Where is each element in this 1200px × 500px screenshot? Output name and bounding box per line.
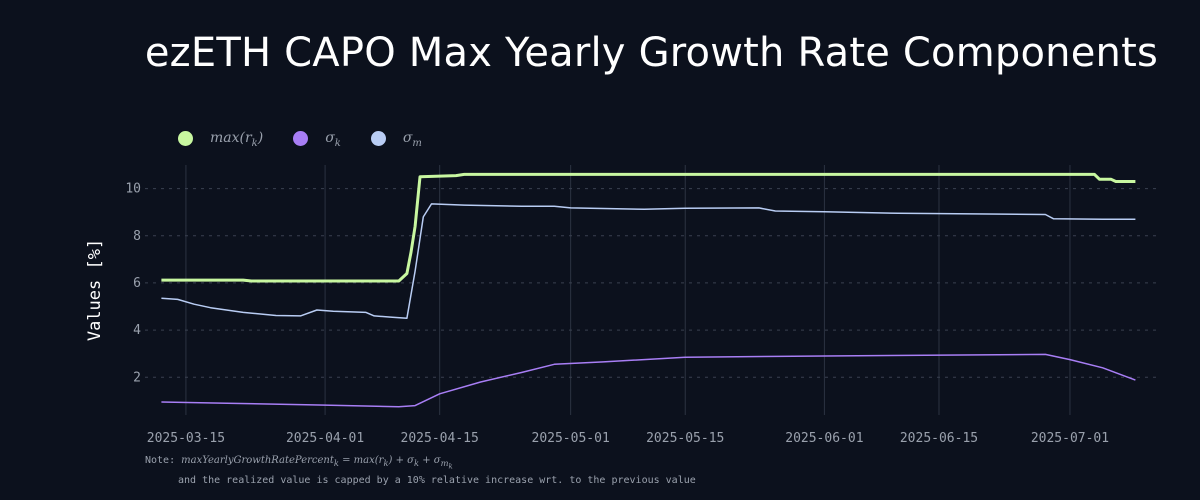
y-tick-label: 8	[133, 229, 141, 244]
note-prefix: Note:	[145, 455, 176, 466]
y-tick-label: 4	[133, 323, 141, 338]
legend-item-max-rk[interactable]: max(rk)	[178, 129, 264, 149]
legend-label-max-rk: max(rk)	[210, 129, 264, 149]
y-tick-label: 2	[133, 370, 141, 385]
series-line-max-rk	[161, 172, 1136, 283]
x-tick-label: 2025-06-01	[785, 431, 863, 446]
legend-label-sigma-m: σm	[402, 129, 422, 149]
chart-note: Note: maxYearlyGrowthRatePercentk = max(…	[145, 454, 696, 488]
legend-dot-sigma-k	[293, 131, 309, 147]
x-tick-label: 2025-04-15	[401, 431, 479, 446]
legend-item-sigma-m[interactable]: σm	[370, 129, 422, 149]
x-tick-label: 2025-05-01	[532, 431, 610, 446]
x-tick-label: 2025-05-15	[646, 431, 724, 446]
x-tick-label: 2025-03-15	[147, 431, 225, 446]
series-line-sigma-k	[161, 353, 1136, 408]
x-tick-label: 2025-06-15	[900, 431, 978, 446]
y-tick-label: 10	[125, 182, 141, 197]
note-line2: and the realized value is capped by a 10…	[178, 474, 696, 486]
y-axis-label: Values [%]	[85, 239, 105, 341]
legend: max(rk) σk σm	[178, 129, 452, 149]
note-formula: maxYearlyGrowthRatePercentk = max(rk) + …	[181, 455, 453, 471]
legend-dot-sigma-m	[370, 131, 386, 147]
legend-dot-max-rk	[178, 131, 193, 147]
legend-label-sigma-k: σk	[325, 129, 341, 149]
chart-title: ezETH CAPO Max Yearly Growth Rate Compon…	[144, 30, 1158, 76]
y-tick-label: 6	[133, 276, 141, 291]
legend-item-sigma-k[interactable]: σk	[293, 129, 341, 149]
x-tick-label: 2025-07-01	[1031, 431, 1109, 446]
x-tick-label: 2025-04-01	[286, 431, 364, 446]
series-line-sigma-m	[161, 203, 1136, 320]
